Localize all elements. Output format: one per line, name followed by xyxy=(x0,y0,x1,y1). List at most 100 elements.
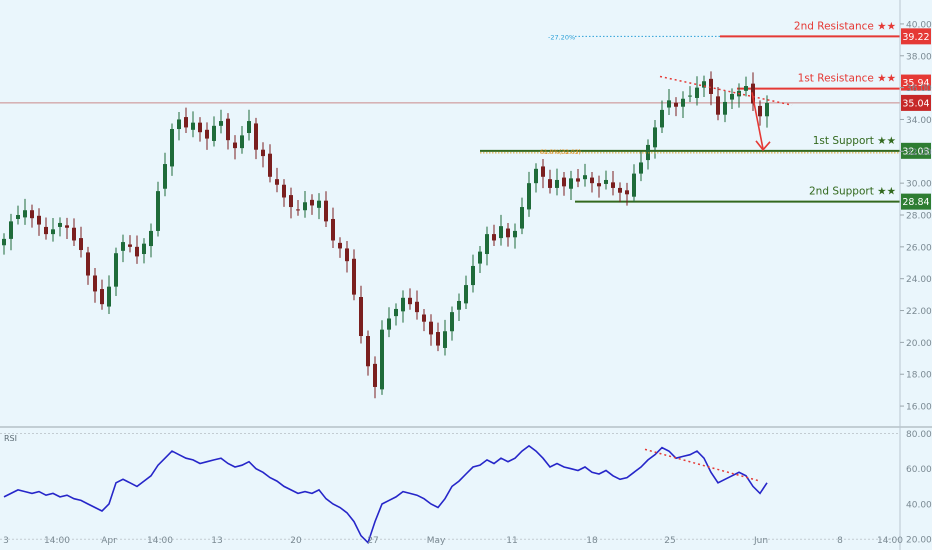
candle-body xyxy=(275,179,279,185)
candle-body xyxy=(632,173,636,197)
level-price-tag-label: 35.94 xyxy=(902,78,929,89)
price-tick-label: 32.00 xyxy=(906,148,932,158)
candle-body xyxy=(583,175,587,180)
support-label: 2nd Support ★★ xyxy=(809,186,896,198)
candle-body xyxy=(142,243,146,255)
candle-body xyxy=(513,230,517,238)
candle-body xyxy=(555,179,559,188)
candle-body xyxy=(499,226,503,239)
candle-body xyxy=(345,248,349,262)
candle-body xyxy=(37,215,41,225)
price-tick-label: 38.00 xyxy=(906,52,932,62)
price-tick-label: 26.00 xyxy=(906,243,932,253)
candle-body xyxy=(562,177,566,187)
candle-body xyxy=(331,218,335,241)
candle-body xyxy=(177,119,181,130)
current-price-tag: 35.04 xyxy=(901,94,931,111)
candle-body xyxy=(212,125,216,141)
price-tick-label: 36.00 xyxy=(906,84,932,94)
candle-body xyxy=(149,230,153,247)
candle-body xyxy=(527,183,531,210)
current-price-tag-bg xyxy=(901,94,931,111)
candle-body xyxy=(667,100,671,108)
candle-body xyxy=(625,190,629,195)
price-tick-label: 40.00 xyxy=(906,20,932,30)
time-tick-label: 14:00 xyxy=(877,536,903,546)
candle-body xyxy=(723,101,727,115)
candle-body xyxy=(569,178,573,189)
level-price-tag-label: 32.03 xyxy=(902,146,929,157)
time-tick-label: 27 xyxy=(367,536,378,546)
candle-body xyxy=(86,252,90,276)
candle-body xyxy=(681,98,685,107)
candle-body xyxy=(184,117,188,128)
level-price-tag-label: 39.22 xyxy=(902,32,929,43)
candle-body xyxy=(618,187,622,193)
candle-body xyxy=(261,149,265,157)
projection-arrow-head xyxy=(755,140,771,152)
rsi-tick-label: 20.00 xyxy=(906,536,932,546)
projection-arrow xyxy=(751,92,764,149)
candle-body xyxy=(65,225,69,228)
candle-body xyxy=(716,96,720,115)
rsi-tick-label: 80.00 xyxy=(906,430,932,440)
time-tick-label: 20 xyxy=(290,536,302,546)
candle-body xyxy=(282,184,286,198)
candle-body xyxy=(226,118,230,141)
candle-body xyxy=(597,183,601,187)
candle-body xyxy=(352,258,356,295)
current-price-tag-label: 35.04 xyxy=(902,98,929,109)
candle-body xyxy=(436,332,440,346)
candle-body xyxy=(16,215,20,219)
candle-body xyxy=(254,123,258,150)
candle-body xyxy=(191,122,195,130)
candle-body xyxy=(9,221,13,239)
candle-body xyxy=(359,297,363,337)
candle-body xyxy=(653,127,657,148)
time-axis: 3 14:00 Apr 14:00 13 20 27 May 11 18 25 Jun 8 14:00 xyxy=(3,536,903,546)
candle-body xyxy=(338,242,342,249)
time-tick-label: 14:00 xyxy=(44,536,70,546)
candle-body xyxy=(464,285,468,304)
candle-body xyxy=(107,286,111,307)
candle-body xyxy=(485,234,489,255)
candle-body xyxy=(548,179,552,188)
candle-body xyxy=(128,244,132,247)
candle-body xyxy=(240,135,244,149)
candle-body xyxy=(289,195,293,208)
level-price-tag-label: 28.84 xyxy=(902,197,929,208)
candle-body xyxy=(688,95,692,97)
candle-body xyxy=(429,321,433,335)
time-tick-label: 13 xyxy=(211,536,222,546)
candle-body xyxy=(709,78,713,94)
candle-body xyxy=(541,166,545,177)
support-label: 1st Support ★★ xyxy=(813,135,896,147)
candle-body xyxy=(93,275,97,292)
candle-body xyxy=(58,222,62,227)
candle-body xyxy=(443,331,447,348)
candle-body xyxy=(660,109,664,128)
resistance-label: 1st Resistance ★★ xyxy=(798,73,896,85)
candle-body xyxy=(576,178,580,182)
time-tick-label: 8 xyxy=(837,536,843,546)
candle-body xyxy=(296,209,300,211)
candle-body xyxy=(520,207,524,229)
level-price-tag-bg xyxy=(901,74,931,91)
candle-body xyxy=(506,228,510,238)
price-tick-label: 28.00 xyxy=(906,212,932,222)
candle-body xyxy=(23,210,27,218)
time-tick-label: 11 xyxy=(506,536,517,546)
rsi-panel: RSI xyxy=(0,433,900,545)
time-tick-label: Jun xyxy=(753,536,768,546)
candle-body xyxy=(730,93,734,100)
candle-body xyxy=(121,242,125,251)
candle-body xyxy=(702,81,706,88)
rsi-tick-label: 60.00 xyxy=(906,465,932,475)
candle-body xyxy=(310,199,314,206)
price-axis: 16.00 18.00 20.00 22.00 24.00 26.00 28.00 30.00… xyxy=(899,0,932,550)
time-tick-label: 14:00 xyxy=(147,536,173,546)
candle-body xyxy=(639,162,643,174)
price-tick-label: 24.00 xyxy=(906,275,932,285)
candle-body xyxy=(219,121,223,126)
